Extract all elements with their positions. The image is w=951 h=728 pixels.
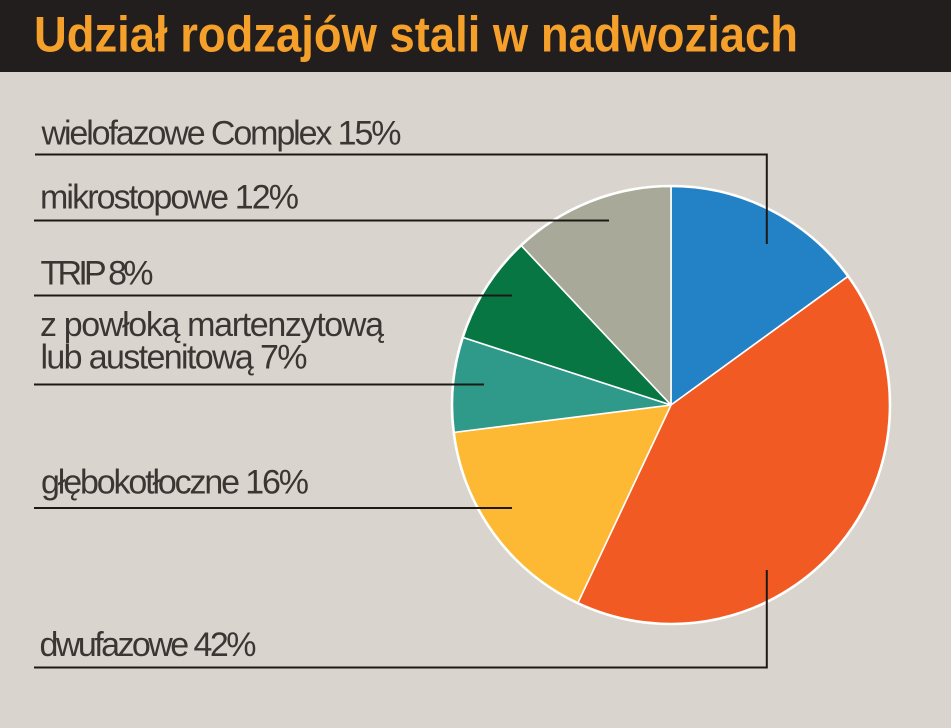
svg-text:dwufazowe 42%: dwufazowe 42% (40, 626, 257, 664)
svg-text:z powłoką martenzytową: z powłoką martenzytową (40, 306, 384, 344)
svg-text:głębokotłoczne 16%: głębokotłoczne 16% (41, 463, 309, 501)
svg-text:Udział rodzajów stali w nadwoz: Udział rodzajów stali w nadwoziach (34, 6, 798, 62)
svg-text:mikrostopowe 12%: mikrostopowe 12% (40, 179, 299, 217)
svg-text:lub austenitową 7%: lub austenitową 7% (41, 339, 308, 377)
svg-text:TRIP 8%: TRIP 8% (41, 255, 154, 293)
svg-text:wielofazowe Complex 15%: wielofazowe Complex 15% (41, 115, 402, 153)
